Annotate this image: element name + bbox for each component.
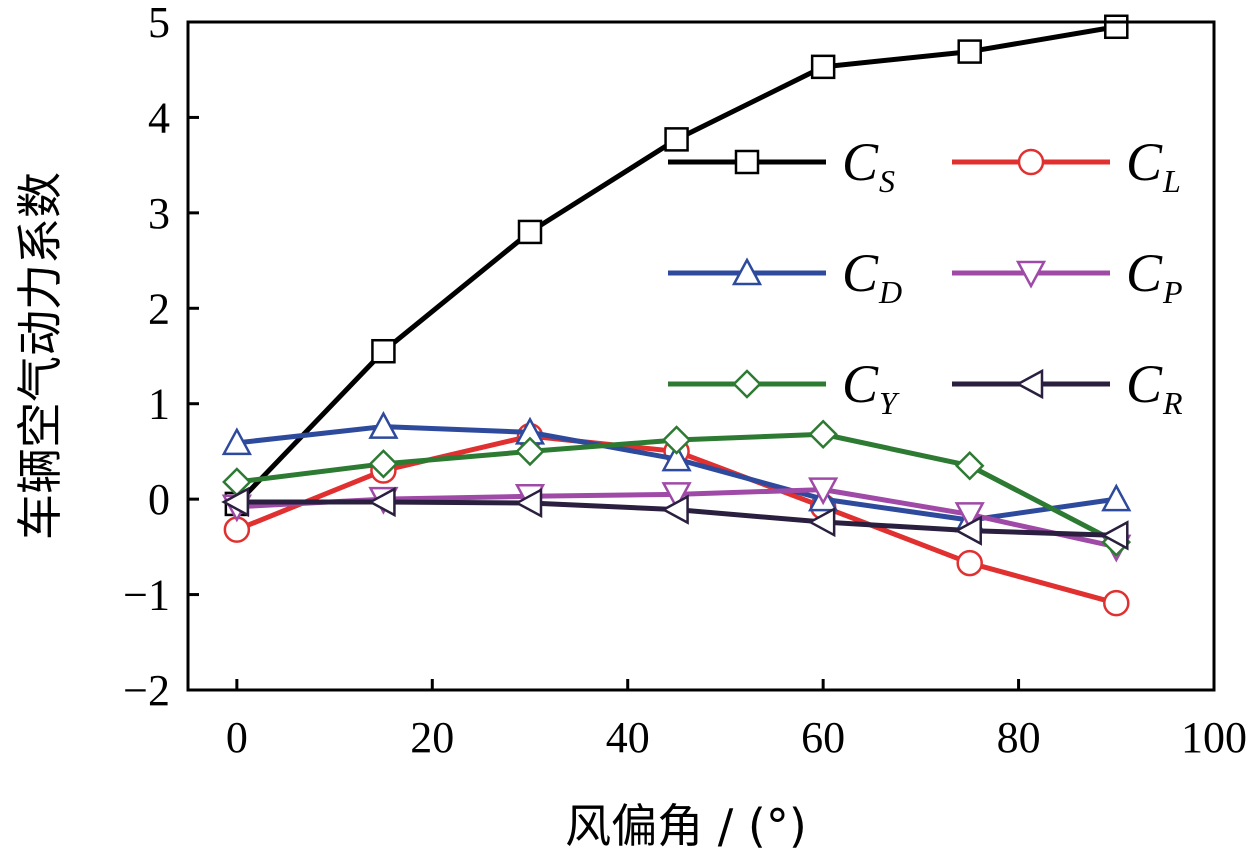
legend-marker [731, 257, 763, 286]
data-point [514, 487, 543, 519]
data-point [1104, 14, 1129, 40]
legend-item-P: CP [952, 243, 1183, 310]
data-point [810, 54, 836, 80]
x-tick-label: 100 [1181, 713, 1247, 762]
y-tick-label: −1 [123, 571, 170, 620]
legend-label: CP [1126, 243, 1183, 310]
legend-label: CL [1126, 132, 1181, 199]
series-R [221, 486, 1129, 551]
y-tick-label: 0 [148, 475, 170, 524]
data-point [368, 449, 399, 479]
data-point [371, 338, 396, 364]
data-point [517, 219, 543, 245]
series-S [224, 14, 1129, 517]
data-point [954, 515, 982, 546]
legend-label: CY [842, 354, 900, 421]
series-P [221, 477, 1132, 563]
y-axis-label: 车辆空气动力系数 [13, 172, 67, 540]
legend-item-Y: CY [668, 354, 900, 421]
x-tick-label: 20 [410, 713, 454, 762]
y-tick-label: 2 [148, 284, 170, 333]
data-point [1101, 483, 1132, 512]
legend-marker [1015, 260, 1047, 289]
legend-label: CS [842, 132, 895, 199]
data-point [664, 127, 689, 152]
data-point [661, 443, 692, 472]
plot-series [221, 14, 1132, 617]
data-point [660, 494, 689, 525]
x-tick-label: 0 [226, 713, 248, 762]
data-point [956, 549, 983, 577]
legend-label: CR [1126, 354, 1183, 421]
data-point [957, 39, 982, 64]
data-point [367, 486, 396, 518]
x-axis-label: 风偏角 / (°) [565, 799, 807, 853]
tick-labels: 0 20 40 60 80 100 −2 −1 0 1 2 3 4 5 [123, 0, 1247, 762]
legend-label: CD [842, 243, 902, 310]
legend-item-L: CL [952, 132, 1181, 199]
legend-marker [732, 369, 762, 399]
axis-ticks [188, 20, 1216, 692]
legend-item-S: CS [668, 132, 895, 199]
data-point [1103, 589, 1130, 617]
y-tick-label: 5 [148, 0, 170, 47]
data-point [221, 427, 252, 456]
legend: CS CL CD CP CY CR [668, 132, 1183, 421]
legend-marker [1017, 148, 1045, 176]
data-point [368, 410, 399, 439]
x-tick-label: 80 [997, 713, 1041, 762]
data-point [661, 425, 692, 455]
legend-item-D: CD [668, 243, 902, 310]
data-point [954, 450, 985, 481]
data-point [808, 477, 839, 506]
y-tick-label: 3 [148, 189, 170, 238]
legend-marker [734, 149, 760, 175]
data-point [221, 486, 250, 518]
x-tick-label: 40 [606, 713, 650, 762]
x-tick-label: 60 [801, 713, 845, 762]
legend-marker [1015, 368, 1044, 400]
data-point [807, 506, 836, 538]
legend-item-R: CR [952, 354, 1183, 421]
data-point [1100, 520, 1129, 551]
data-point [954, 502, 985, 531]
data-point [515, 436, 545, 467]
y-tick-label: −2 [123, 666, 170, 715]
data-point [808, 419, 838, 450]
y-tick-label: 1 [148, 380, 170, 429]
data-point [661, 482, 692, 510]
y-tick-label: 4 [148, 93, 170, 142]
plot-frame [186, 20, 1216, 692]
